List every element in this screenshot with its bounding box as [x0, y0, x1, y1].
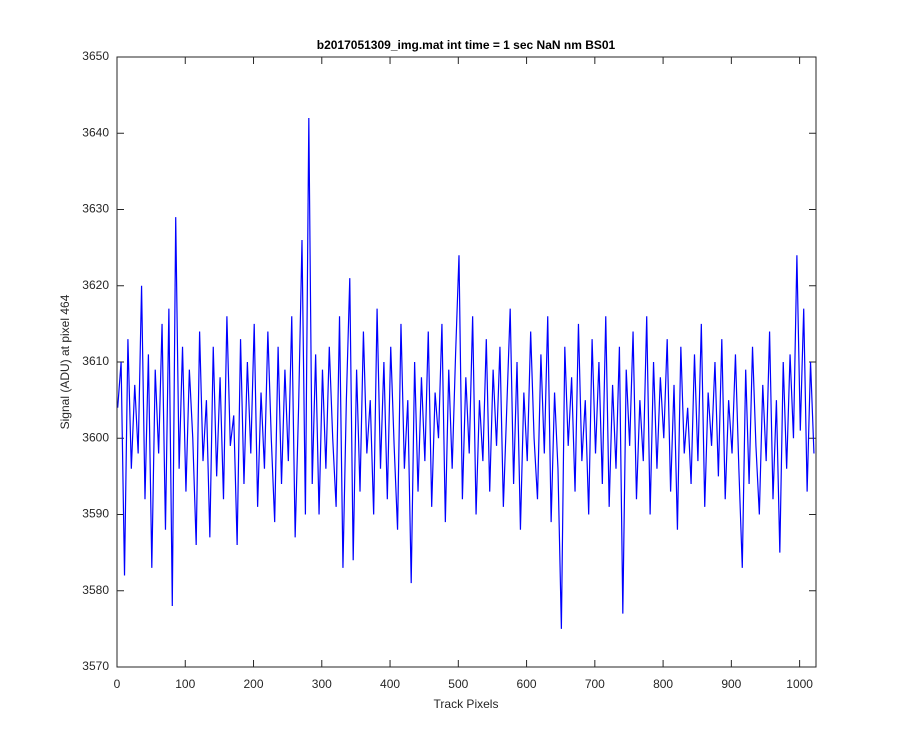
x-axis-label: Track Pixels [434, 697, 499, 711]
y-tick-label: 3600 [82, 430, 109, 444]
x-tick-label: 400 [380, 677, 400, 691]
y-tick-label: 3620 [82, 278, 109, 292]
y-tick-label: 3650 [82, 49, 109, 63]
y-tick-label: 3580 [82, 583, 109, 597]
data-line [117, 117, 815, 629]
y-axis-label: Signal (ADU) at pixel 464 [58, 294, 72, 429]
y-tick-label: 3640 [82, 125, 109, 139]
x-tick-label: 300 [312, 677, 332, 691]
x-tick-label: 700 [585, 677, 605, 691]
y-tick-label: 3610 [82, 354, 109, 368]
x-tick-label: 100 [175, 677, 195, 691]
plot-frame [116, 56, 817, 668]
x-tick-label: 900 [721, 677, 741, 691]
x-tick-label: 1000 [786, 677, 813, 691]
x-tick-label: 200 [244, 677, 264, 691]
chart-title: b2017051309_img.mat int time = 1 sec NaN… [317, 38, 616, 52]
x-tick-label: 500 [448, 677, 468, 691]
x-tick-label: 600 [517, 677, 537, 691]
x-tick-label: 0 [114, 677, 121, 691]
y-tick-label: 3630 [82, 202, 109, 216]
y-tick-label: 3590 [82, 507, 109, 521]
y-tick-label: 3570 [82, 659, 109, 673]
x-tick-label: 800 [653, 677, 673, 691]
